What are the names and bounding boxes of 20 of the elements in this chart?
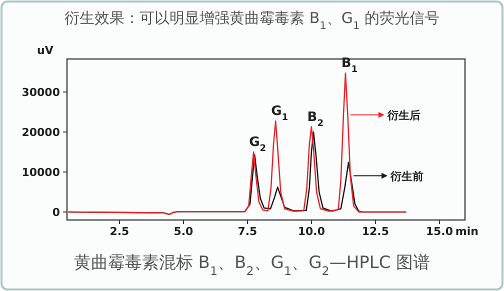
x-tick-label: 15.0 <box>426 225 454 238</box>
annotation: B$_{1}$ <box>341 56 358 76</box>
y-axis-title: uV <box>37 44 54 57</box>
legend-label: 衍生后 <box>386 108 420 122</box>
annotation: B$_{2}$ <box>307 110 324 129</box>
x-tick-label: 10.0 <box>298 225 326 238</box>
y-tick-label: 10000 <box>22 166 60 179</box>
x-axis-title: min <box>455 225 478 238</box>
y-tick-label: 0 <box>52 206 60 219</box>
y-tick-label: 30000 <box>22 86 60 99</box>
legend-label: 衍生前 <box>390 170 424 183</box>
x-tick-label: 5.0 <box>174 225 194 238</box>
chart-title: 衍生效果：可以明显增强黄曲霉毒素 B$_{1}$、G$_{1}$ 的荧光信号 <box>64 9 440 32</box>
text: 黄曲霉毒素混标 B$_{1}$、B$_{2}$、G$_{1}$、G$_{2}$—HPLC 图谱 <box>74 253 430 278</box>
x-tick-label: 2.5 <box>110 225 130 238</box>
x-tick-label: 7.5 <box>238 225 258 238</box>
x-tick-label: 12.5 <box>362 225 389 238</box>
annotation: G$_{1}$ <box>271 104 288 124</box>
y-tick-label: 20000 <box>22 126 60 139</box>
annotation: G$_{2}$ <box>249 135 266 154</box>
